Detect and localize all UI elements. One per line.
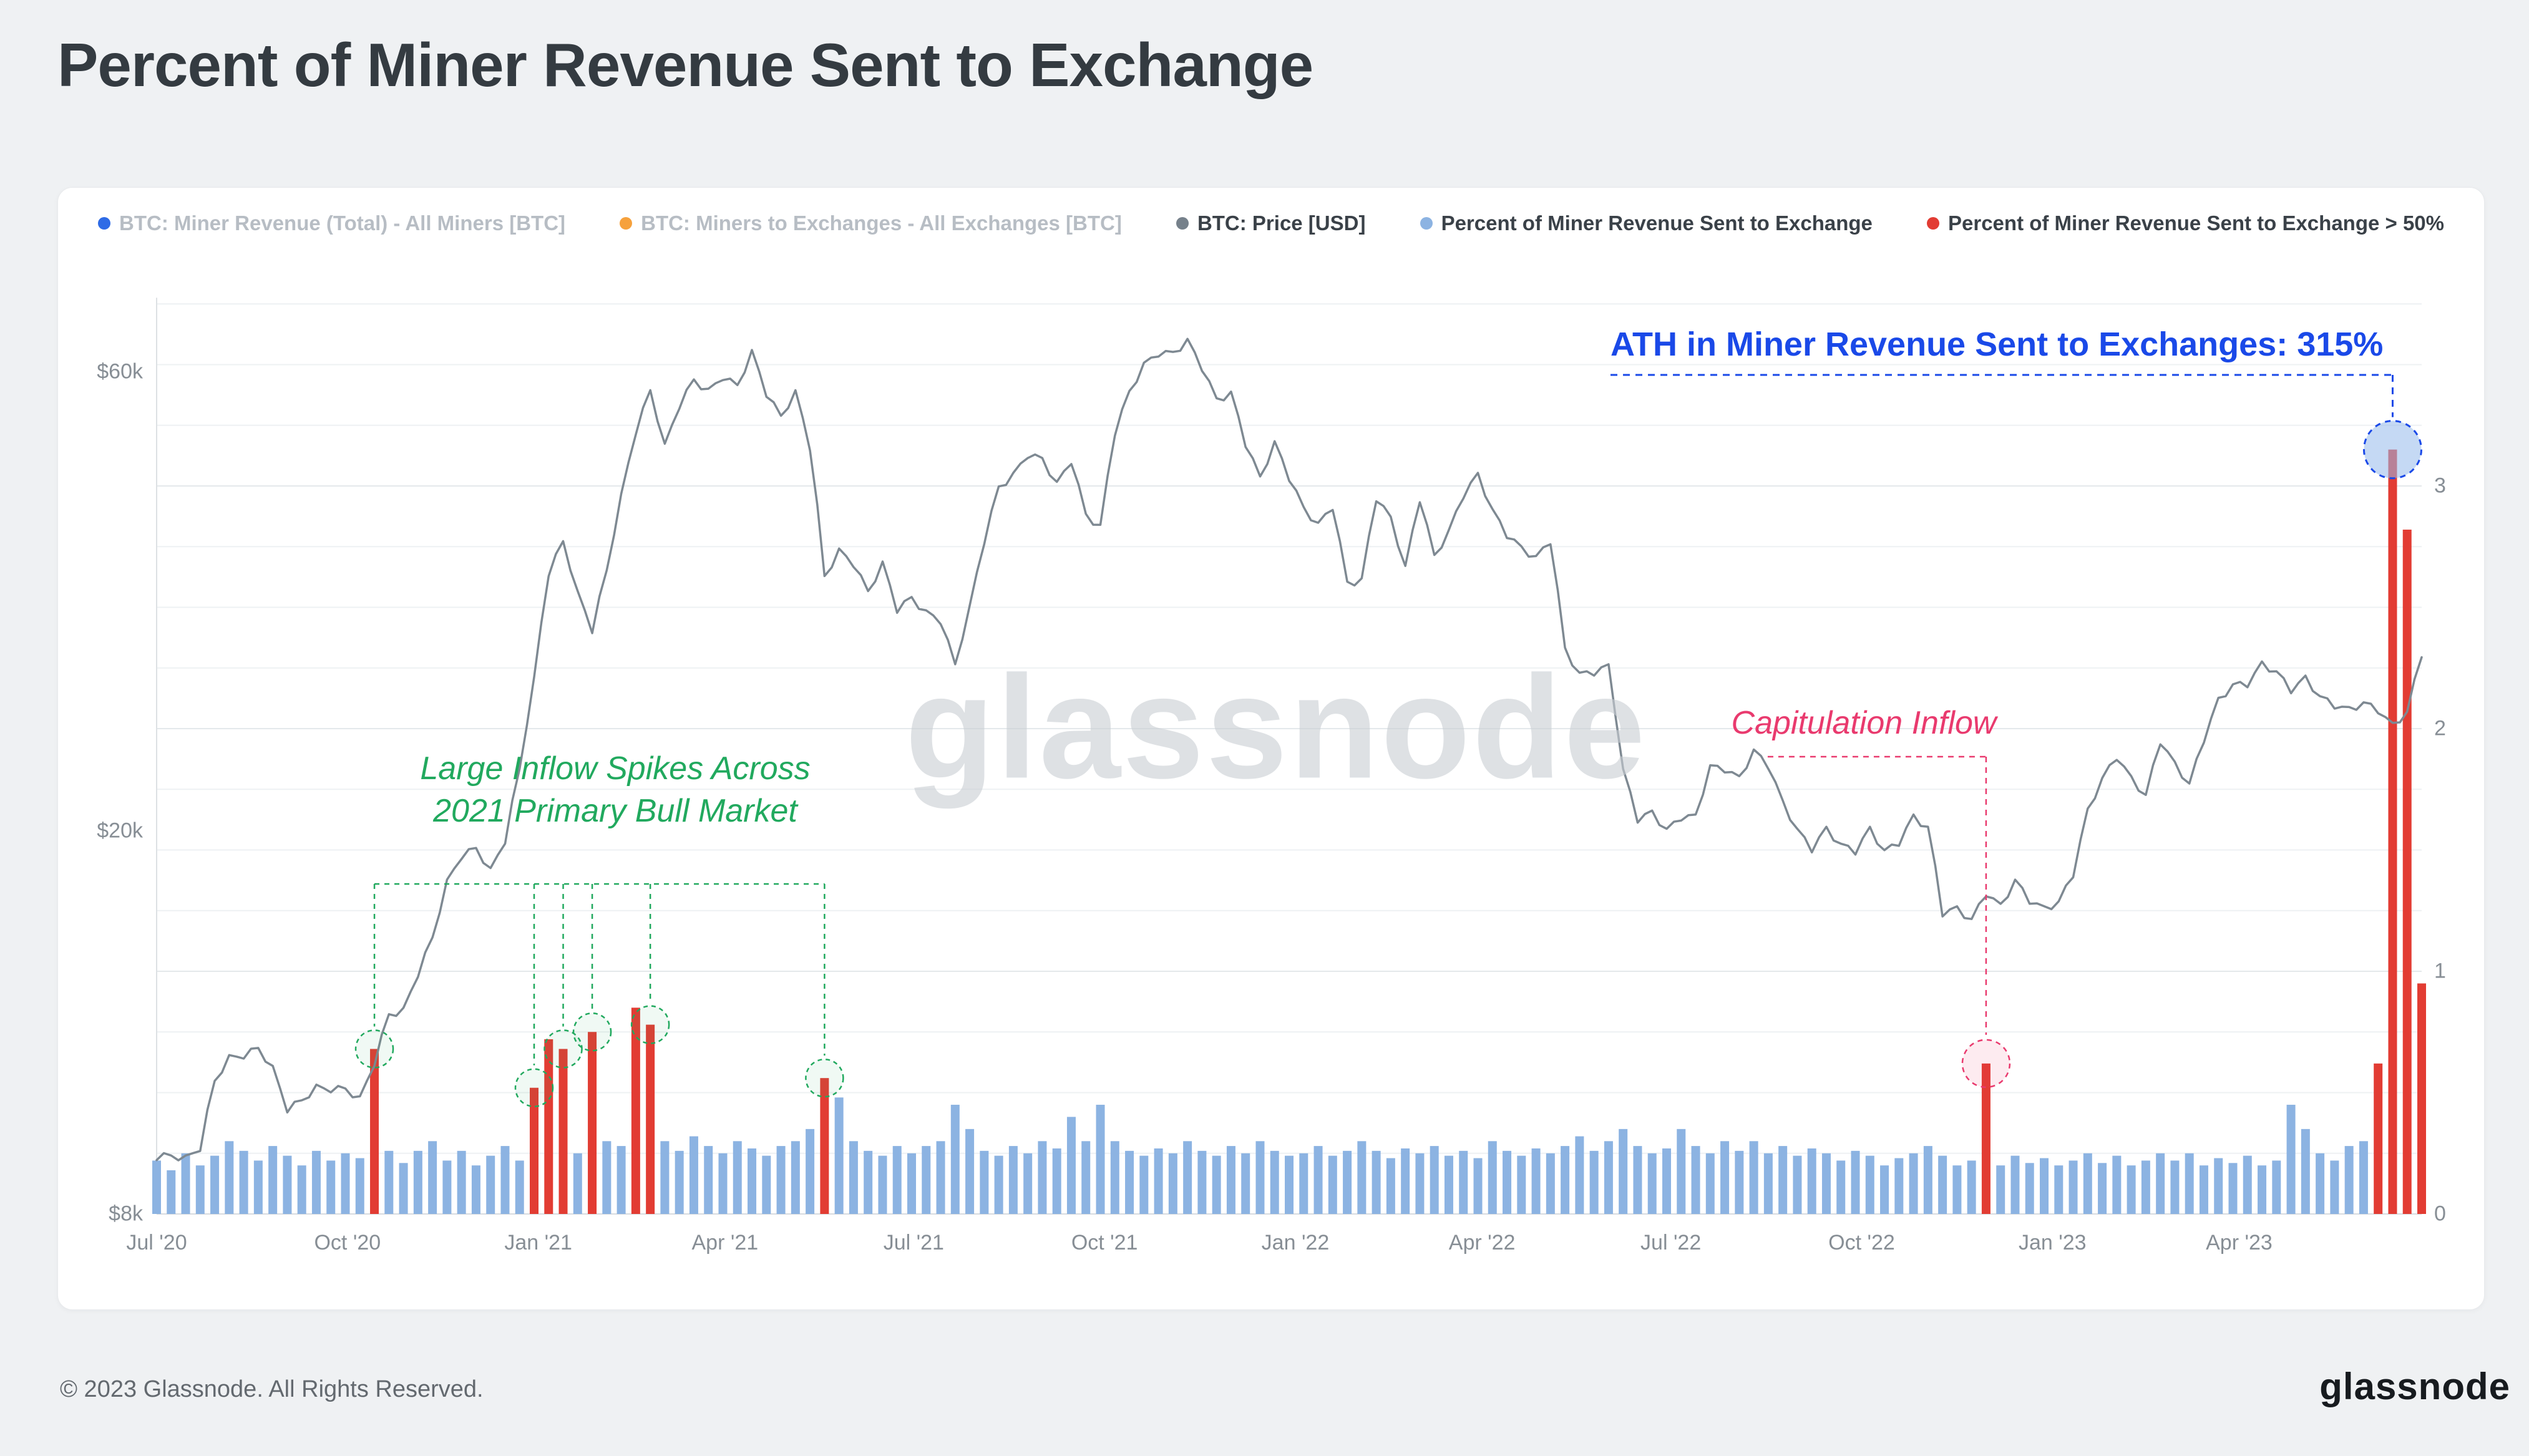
x-axis-tick-label: Oct '22	[1828, 1231, 1895, 1255]
legend-item-0[interactable]: BTC: Miner Revenue (Total) - All Miners …	[98, 211, 565, 235]
spike-highlight-circle	[514, 1068, 554, 1107]
spike-highlight-circle	[354, 1029, 394, 1069]
spike-highlight-circle	[543, 1029, 583, 1069]
legend-item-label: Percent of Miner Revenue Sent to Exchang…	[1948, 211, 2444, 235]
glassnode-logo: glassnode	[2319, 1366, 2510, 1407]
x-axis-tick-label: Oct '21	[1071, 1231, 1138, 1255]
x-axis-tick-label: Jan '21	[504, 1231, 572, 1255]
x-axis-tick-label: Oct '20	[314, 1231, 381, 1255]
x-axis-tick-label: Jul '20	[126, 1231, 187, 1255]
legend-item-1[interactable]: BTC: Miners to Exchanges - All Exchanges…	[620, 211, 1122, 235]
spike-highlight-circle	[572, 1012, 612, 1052]
ath-highlight-circle	[2362, 420, 2422, 480]
legend-dot	[1176, 217, 1189, 230]
glassnode-watermark: glassnode	[905, 644, 1647, 809]
chart-panel: BTC: Miner Revenue (Total) - All Miners …	[57, 187, 2485, 1310]
legend-item-label: BTC: Miner Revenue (Total) - All Miners …	[119, 211, 566, 235]
y-axis-left-tick-label: $60k	[97, 359, 143, 384]
y-axis-right-tick-label: 0	[2434, 1201, 2446, 1226]
capitulation-annotation	[1767, 755, 2011, 1089]
legend: BTC: Miner Revenue (Total) - All Miners …	[98, 211, 2444, 235]
legend-dot	[98, 217, 110, 230]
legend-dot	[1927, 217, 1939, 230]
page-title: Percent of Miner Revenue Sent to Exchang…	[57, 31, 1313, 99]
y-axis-left-tick-label: $8k	[109, 1201, 143, 1226]
legend-dot	[1420, 217, 1433, 230]
x-axis-tick-label: Apr '21	[691, 1231, 759, 1255]
y-axis-right-tick-label: 3	[2434, 473, 2446, 498]
annotation-ath: ATH in Miner Revenue Sent to Exchanges: …	[1610, 326, 2384, 363]
legend-dot	[620, 217, 633, 230]
x-axis-tick-label: Jul '22	[1640, 1231, 1702, 1255]
y-axis-right-tick-label: 2	[2434, 716, 2446, 740]
annotation-capitulation-inflow: Capitulation Inflow	[1731, 705, 1997, 741]
legend-item-label: Percent of Miner Revenue Sent to Exchang…	[1441, 211, 1873, 235]
y-axis-left-tick-label: $20k	[97, 818, 143, 843]
y-axis-right-tick-label: 1	[2434, 959, 2446, 983]
spike-highlight-circle	[630, 1005, 670, 1044]
plot-area: glassnode Large Inflow Spikes Across 202…	[58, 188, 2485, 1311]
annotation-large-inflow-line2: 2021 Primary Bull Market	[433, 792, 797, 829]
x-axis-tick-label: Jul '21	[883, 1231, 944, 1255]
x-axis-tick-label: Jan '22	[1261, 1231, 1330, 1255]
ath-annotation	[1610, 374, 2422, 480]
x-axis-tick-label: Jan '23	[2018, 1231, 2087, 1255]
legend-item-3[interactable]: Percent of Miner Revenue Sent to Exchang…	[1420, 211, 1873, 235]
x-axis-tick-label: Apr '22	[1448, 1231, 1516, 1255]
x-axis-tick-label: Apr '23	[2206, 1231, 2273, 1255]
spike-highlight-circle	[805, 1058, 844, 1098]
legend-item-4[interactable]: Percent of Miner Revenue Sent to Exchang…	[1927, 211, 2444, 235]
annotation-large-inflow: Large Inflow Spikes Across 2021 Primary …	[378, 748, 852, 832]
legend-item-label: BTC: Price [USD]	[1197, 211, 1366, 235]
legend-item-2[interactable]: BTC: Price [USD]	[1176, 211, 1366, 235]
annotation-large-inflow-line1: Large Inflow Spikes Across	[420, 750, 811, 787]
capitulation-highlight-circle	[1961, 1039, 2011, 1089]
footer-copyright: © 2023 Glassnode. All Rights Reserved.	[60, 1376, 484, 1402]
large-inflow-annotation	[354, 883, 844, 1107]
legend-item-label: BTC: Miners to Exchanges - All Exchanges…	[641, 211, 1122, 235]
